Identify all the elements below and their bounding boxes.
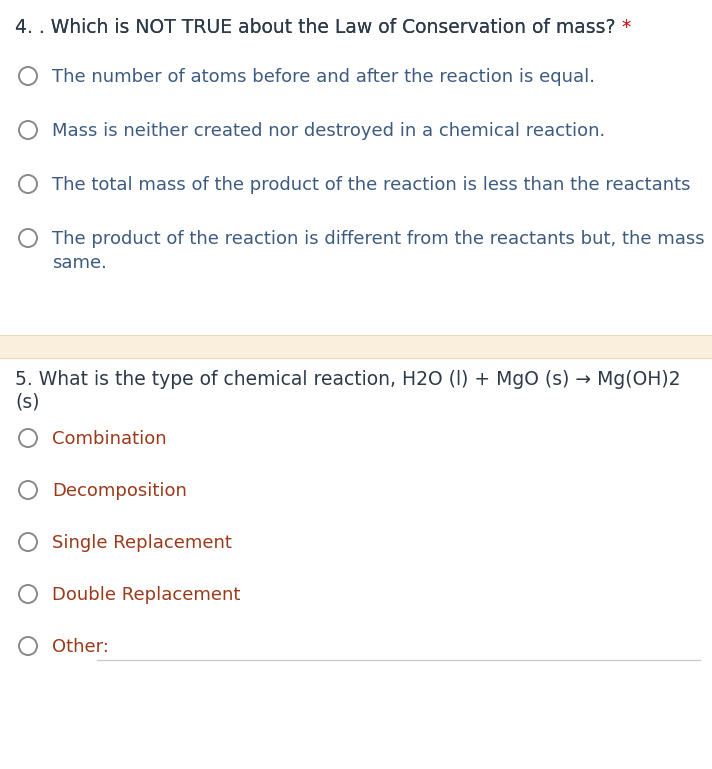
Text: *: * [622,18,631,37]
Text: Mass is neither created nor destroyed in a chemical reaction.: Mass is neither created nor destroyed in… [52,122,605,140]
Text: (s): (s) [15,392,39,411]
Text: Double Replacement: Double Replacement [52,586,241,604]
Text: The number of atoms before and after the reaction is equal.: The number of atoms before and after the… [52,68,595,86]
Text: The product of the reaction is different from the reactants but, the mass is sti: The product of the reaction is different… [52,230,712,271]
Text: 4. . Which is NOT TRUE about the Law of Conservation of mass?: 4. . Which is NOT TRUE about the Law of … [15,18,622,37]
Text: 5. What is the type of chemical reaction, H2O (l) + MgO (s) → Mg(OH)2: 5. What is the type of chemical reaction… [15,370,681,389]
Text: Single Replacement: Single Replacement [52,534,232,552]
Text: The total mass of the product of the reaction is less than the reactants: The total mass of the product of the rea… [52,176,691,194]
Text: Decomposition: Decomposition [52,482,187,500]
Bar [0,335,712,358]
Text: Other:: Other: [52,638,109,656]
Text: Combination: Combination [52,430,167,448]
Text: 4. . Which is NOT TRUE about the Law of Conservation of mass?: 4. . Which is NOT TRUE about the Law of … [15,18,622,37]
